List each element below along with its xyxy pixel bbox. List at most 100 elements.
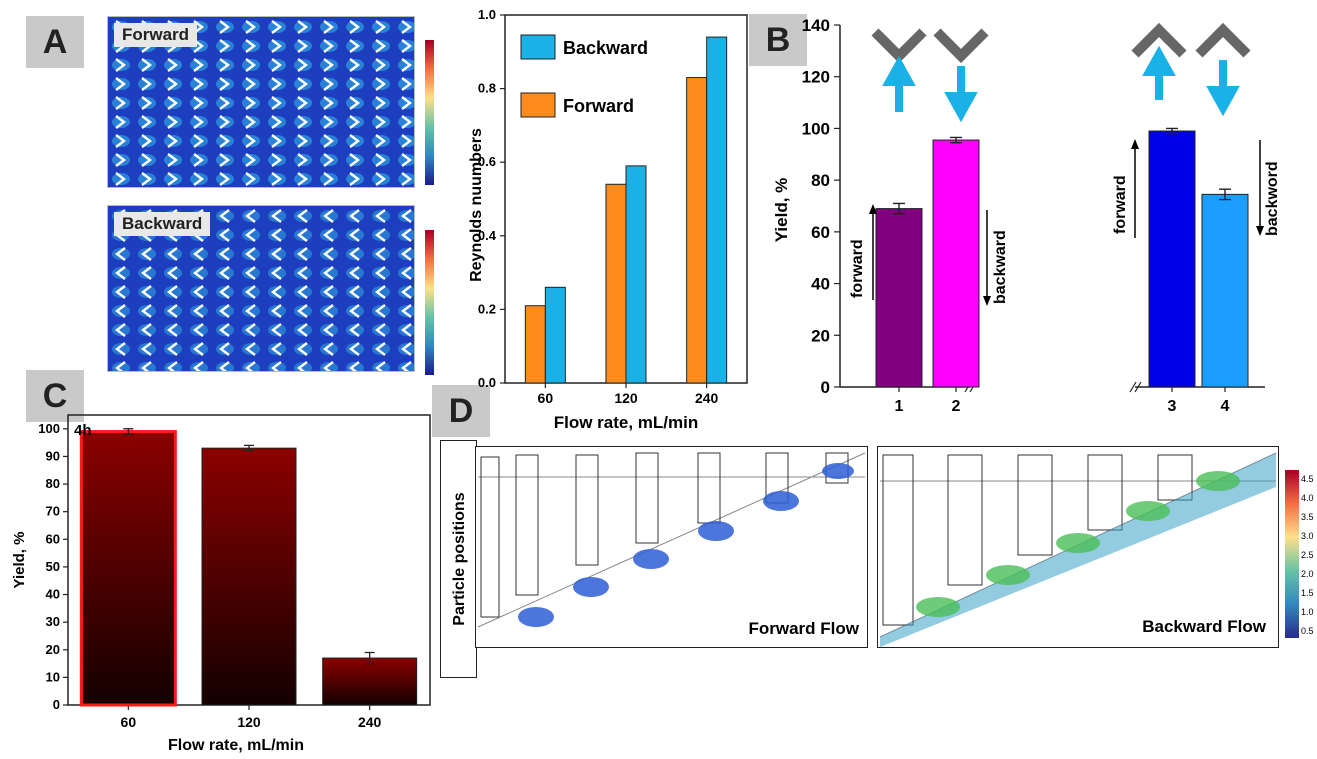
backward-colorbar	[425, 230, 434, 375]
arrow-down-icon	[1206, 60, 1240, 117]
chevron-down-icon	[933, 28, 989, 64]
y-tick-label: 60	[811, 223, 830, 242]
x-tick-label: 120	[614, 390, 638, 406]
y-axis-label: Reynolds nuumbers	[468, 128, 485, 282]
x-tick-label: 2	[952, 398, 961, 415]
error-bar	[123, 428, 134, 435]
arrow-down-icon	[944, 66, 978, 123]
time-annotation: 4h	[74, 422, 92, 439]
y-tick-label: 20	[811, 326, 830, 345]
y-tick-label: 0.4	[478, 228, 497, 243]
colorbar-tick-label: 0.5	[1301, 626, 1314, 636]
bar-2	[932, 139, 980, 388]
annotation-forward-3: forward	[1112, 175, 1129, 234]
x-tick-label: 1	[895, 398, 904, 415]
panel-letter-a: A	[26, 16, 84, 68]
backward-arrow-2	[983, 210, 991, 306]
annotation-backward-4: backword	[1264, 161, 1281, 236]
y-tick-label: 1.0	[478, 10, 496, 22]
forward-label: Forward	[114, 23, 198, 47]
bar-3	[1148, 130, 1196, 388]
y-tick-label: 20	[46, 642, 60, 657]
x-tick-label: 4	[1221, 398, 1230, 415]
error-bar	[1166, 127, 1178, 135]
y-axis-label: Yield, %	[11, 532, 28, 589]
y-tick-label: 120	[802, 68, 830, 87]
forward-arrow-1	[869, 204, 877, 300]
panel-letter-b: B	[749, 14, 807, 66]
error-bar	[950, 136, 962, 144]
x-tick-label: 240	[695, 390, 719, 406]
colorbar-tick-label: 1.0	[1301, 607, 1314, 617]
bar-1	[875, 208, 923, 388]
annotation-forward-1: forward	[849, 239, 866, 298]
y-tick-label: 50	[46, 559, 60, 574]
y-tick-label: 90	[46, 448, 60, 463]
particle-positions-label: Particle positions	[451, 492, 468, 625]
y-tick-label: 0.0	[478, 375, 496, 390]
panel-letter-c: C	[26, 370, 84, 422]
y-tick-label: 0	[53, 697, 60, 712]
y-tick-label: 80	[46, 476, 60, 491]
x-axis-label: Flow rate, mL/min	[168, 737, 304, 754]
y-tick-label: 40	[46, 587, 60, 602]
legend-label: Forward	[563, 96, 634, 116]
forward-flow-caption: Forward Flow	[748, 619, 860, 638]
y-tick-label: 140	[802, 16, 830, 35]
colorbar-tick-label: 4.5	[1301, 474, 1314, 484]
colorbar-tick-label: 3.5	[1301, 512, 1314, 522]
colorbar-tick-label: 2.0	[1301, 569, 1314, 579]
y-tick-label: 80	[811, 171, 830, 190]
forward-flow-image: Forward Flow	[475, 446, 868, 648]
y-tick-label: 0.2	[478, 301, 496, 316]
legend-swatch	[520, 92, 556, 118]
legend-label: Backward	[563, 38, 648, 58]
reynolds-chart: 0.0 0.2 0.4 0.6 0.8 1.0 60 120 240 Backward Forwa…	[468, 10, 748, 432]
flowrate-yield-chart: 0 10 20 30 40 50 60 70 80 90 100 60 120 240 4h Yield,…	[11, 414, 431, 754]
forward-arrow-3	[1131, 139, 1139, 238]
bar-backward-60	[544, 286, 566, 384]
panel-letter-d: D	[432, 385, 490, 437]
particle-clusters	[518, 463, 854, 627]
bar-forward-60	[524, 305, 546, 384]
panel-d-colorbar-ticks: 4.5 4.0 3.5 3.0 2.5 2.0 1.5 1.0 0.5	[1300, 470, 1317, 638]
y-tick-label: 0.6	[478, 154, 496, 169]
y-tick-label: 0.8	[478, 81, 496, 96]
bar-forward-120	[605, 183, 627, 384]
x-tick-label: 60	[538, 390, 554, 406]
annotation-backward-2: backward	[992, 230, 1009, 304]
x-axis-label: Flow rate, mL/min	[554, 413, 699, 432]
y-tick-label: 0	[821, 378, 830, 397]
forward-colorbar	[425, 40, 434, 185]
cage-structures	[882, 454, 1193, 626]
y-tick-label: 100	[38, 421, 60, 436]
bar-forward-240	[686, 77, 708, 384]
bar-60	[79, 430, 177, 707]
chevron-down-icon	[871, 28, 927, 64]
backward-flow-caption: Backward Flow	[1142, 617, 1266, 636]
y-tick-label: 60	[46, 531, 60, 546]
y-tick-label: 70	[46, 504, 60, 519]
y-tick-label: 40	[811, 275, 830, 294]
bar-4	[1201, 193, 1249, 388]
arrow-up-icon	[1142, 45, 1176, 100]
chevron-up-icon	[1195, 22, 1251, 58]
legend-swatch	[520, 34, 556, 60]
cage-structures	[480, 452, 849, 618]
y-tick-label: 30	[46, 614, 60, 629]
panel-d-colorbar	[1285, 470, 1299, 638]
bar-120	[201, 447, 297, 706]
colorbar-tick-label: 3.0	[1301, 531, 1314, 541]
arrow-up-icon	[882, 55, 916, 112]
y-tick-label: 100	[802, 119, 830, 138]
x-tick-label: 120	[237, 714, 261, 730]
error-bar	[893, 202, 905, 215]
y-tick-label: 10	[46, 669, 60, 684]
x-tick-label: 3	[1168, 398, 1177, 415]
backward-arrow-4	[1256, 140, 1264, 236]
colorbar-tick-label: 1.5	[1301, 588, 1314, 598]
backward-label: Backward	[114, 212, 211, 236]
error-bar	[244, 444, 254, 452]
x-tick-label: 240	[358, 714, 382, 730]
